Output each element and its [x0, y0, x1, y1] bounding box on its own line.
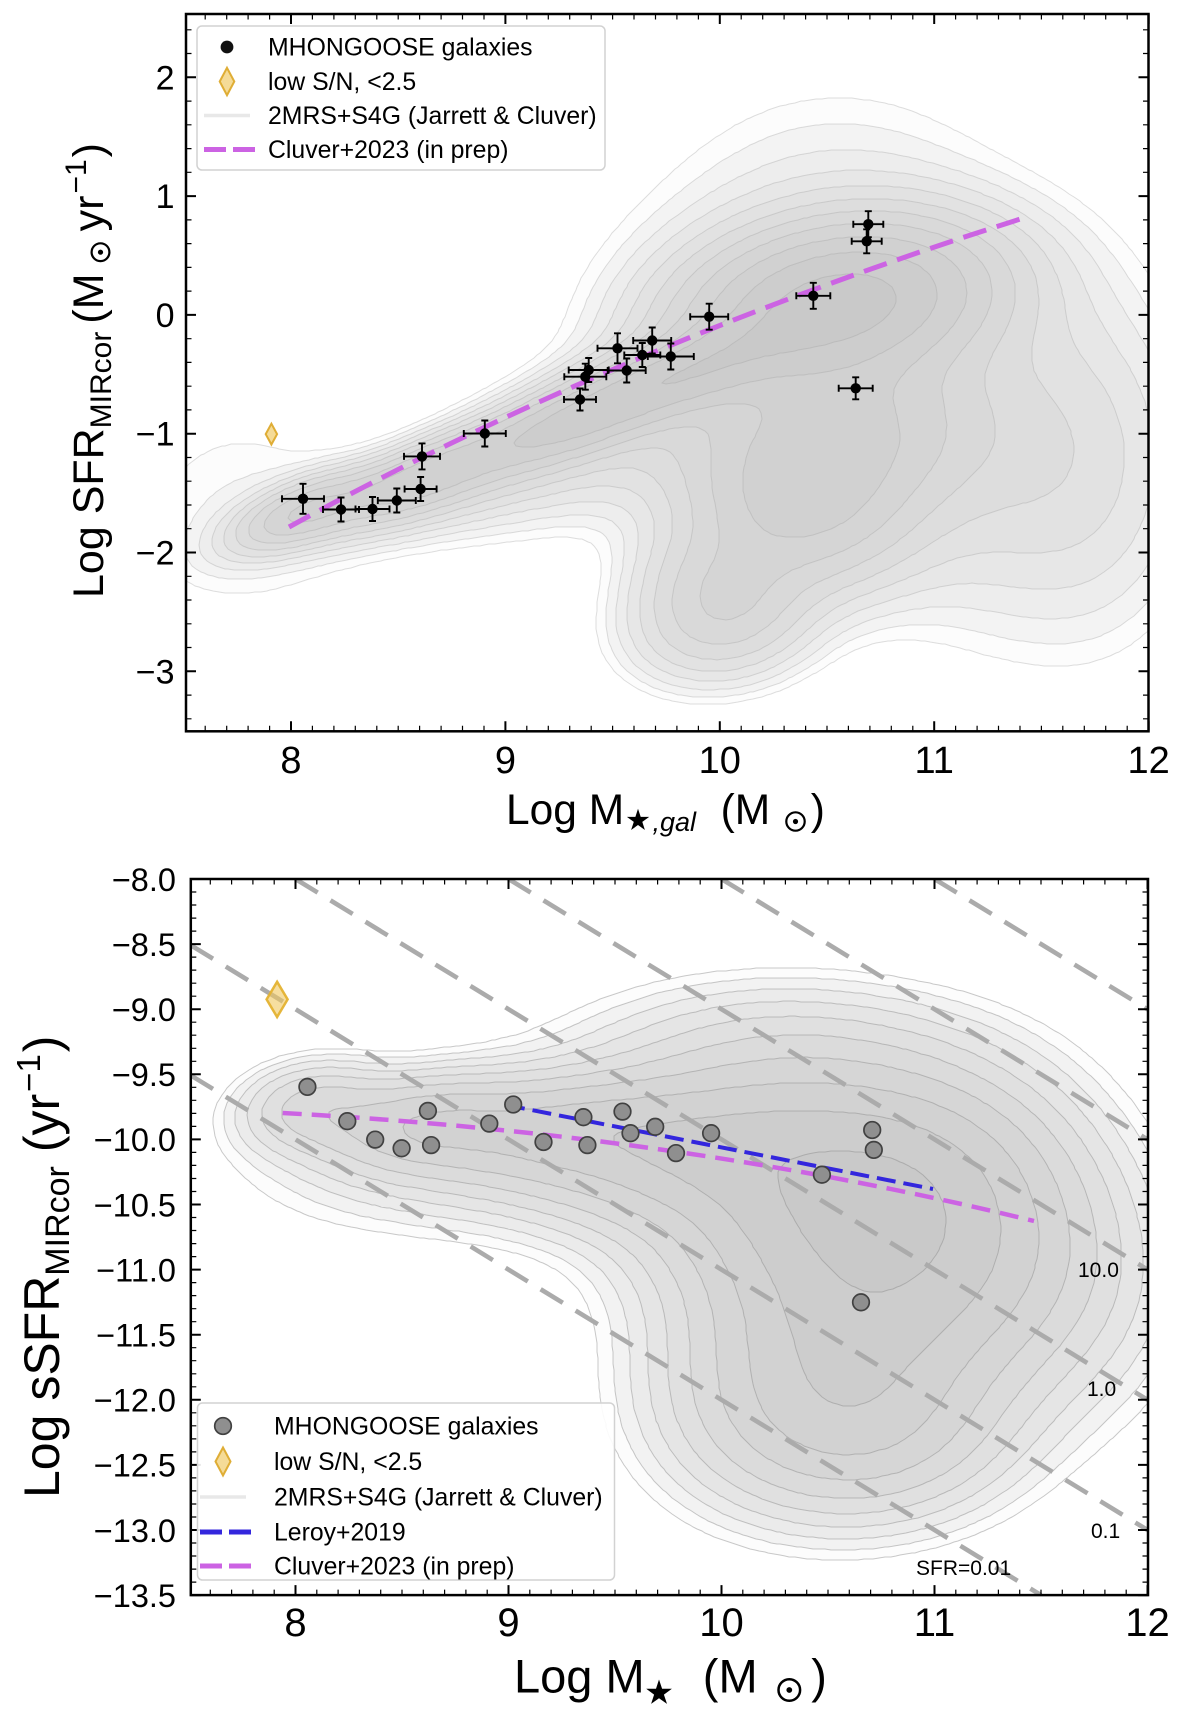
svg-text:low S/N, <2.5: low S/N, <2.5: [274, 1449, 422, 1476]
svg-text:,gal: ,gal: [653, 807, 698, 837]
svg-text:): ): [65, 143, 113, 157]
svg-text:−13.5: −13.5: [94, 1578, 176, 1614]
svg-text:(M: (M: [703, 1650, 758, 1703]
svg-text:MHONGOOSE galaxies: MHONGOOSE galaxies: [268, 35, 533, 62]
svg-text:(M: (M: [721, 787, 771, 834]
svg-text:): ): [811, 1650, 827, 1703]
svg-text:−1: −1: [60, 159, 93, 193]
svg-text:8: 8: [280, 740, 301, 782]
svg-text:Leroy+2019: Leroy+2019: [274, 1520, 406, 1547]
svg-text:): ): [811, 787, 825, 834]
svg-text:−11.5: −11.5: [96, 1318, 176, 1354]
svg-text:10: 10: [699, 740, 741, 782]
svg-text:Cluver+2023 (in prep): Cluver+2023 (in prep): [268, 137, 509, 164]
svg-text:2MRS+S4G (Jarrett & Cluver): 2MRS+S4G (Jarrett & Cluver): [274, 1485, 603, 1512]
svg-text:SFR=0.01: SFR=0.01: [916, 1557, 1011, 1580]
svg-text:−10.0: −10.0: [94, 1122, 176, 1158]
svg-text:−3: −3: [136, 653, 175, 691]
svg-text:−2: −2: [136, 535, 175, 573]
svg-text:): ): [14, 1036, 70, 1053]
svg-text:(M: (M: [65, 273, 113, 323]
svg-text:0: 0: [156, 297, 175, 335]
svg-text:0.1: 0.1: [1091, 1520, 1120, 1543]
svg-text:−10.5: −10.5: [94, 1187, 176, 1223]
svg-text:−9.5: −9.5: [112, 1057, 176, 1093]
svg-text:9: 9: [497, 1601, 519, 1645]
svg-text:11: 11: [914, 740, 953, 782]
svg-text:low S/N, <2.5: low S/N, <2.5: [268, 69, 416, 96]
svg-text:−8.5: −8.5: [112, 927, 176, 963]
svg-text:Log sSFR: Log sSFR: [14, 1276, 70, 1498]
svg-text:10: 10: [699, 1601, 744, 1645]
svg-text:−1: −1: [10, 1054, 47, 1092]
svg-text:12: 12: [1127, 740, 1169, 782]
svg-text:2: 2: [156, 59, 175, 97]
svg-text:1.0: 1.0: [1087, 1378, 1116, 1401]
svg-text:(yr: (yr: [14, 1094, 70, 1152]
svg-text:10.0: 10.0: [1078, 1259, 1119, 1282]
svg-text:Log SFR: Log SFR: [65, 428, 113, 598]
svg-text:MHONGOOSE galaxies: MHONGOOSE galaxies: [274, 1414, 539, 1441]
svg-text:MIRcor: MIRcor: [85, 332, 118, 429]
svg-text:11: 11: [914, 1601, 956, 1645]
svg-text:9: 9: [495, 740, 516, 782]
svg-text:Log M: Log M: [514, 1650, 645, 1703]
svg-text:yr: yr: [65, 195, 113, 231]
svg-text:2MRS+S4G (Jarrett & Cluver): 2MRS+S4G (Jarrett & Cluver): [268, 103, 597, 130]
svg-text:MIRcor: MIRcor: [39, 1166, 77, 1276]
svg-text:−1: −1: [136, 416, 175, 454]
svg-text:−12.0: −12.0: [94, 1383, 176, 1419]
svg-text:−13.0: −13.0: [94, 1513, 176, 1549]
svg-text:1: 1: [156, 178, 175, 216]
svg-text:−8.0: −8.0: [112, 862, 176, 898]
svg-text:−9.0: −9.0: [112, 992, 176, 1028]
svg-text:−11.0: −11.0: [96, 1252, 176, 1288]
svg-text:12: 12: [1125, 1601, 1170, 1645]
svg-text:8: 8: [284, 1601, 306, 1645]
svg-text:−12.5: −12.5: [94, 1448, 176, 1484]
svg-text:Cluver+2023 (in prep): Cluver+2023 (in prep): [274, 1554, 515, 1581]
svg-text:Log M: Log M: [506, 787, 624, 834]
